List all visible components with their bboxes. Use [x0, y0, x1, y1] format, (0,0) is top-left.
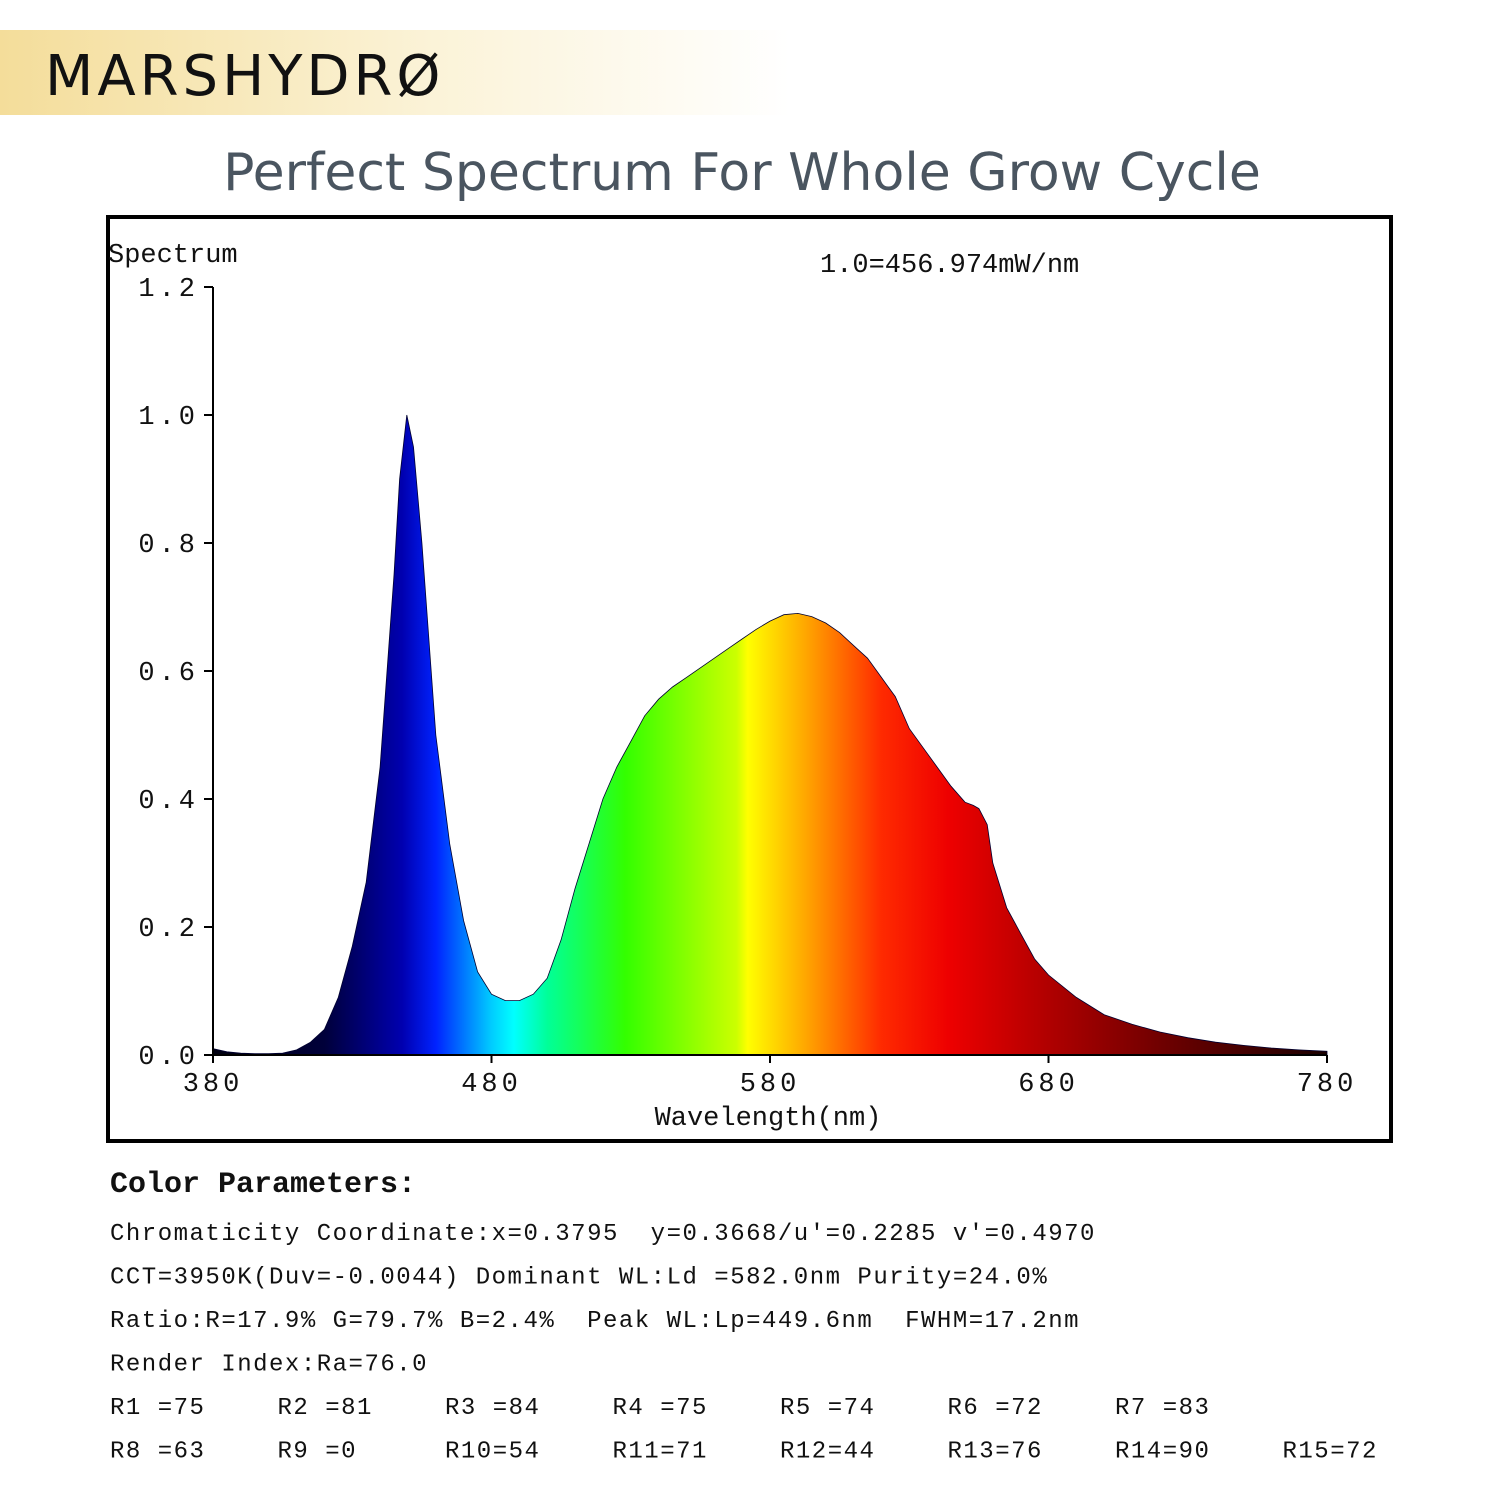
x-tick-label: 780	[1297, 1070, 1358, 1100]
chart-frame	[106, 215, 1393, 1143]
render-index-value: R3 =84	[445, 1395, 540, 1422]
render-index-value: R9 =0	[278, 1439, 358, 1466]
render-index-value: R15=72	[1283, 1439, 1378, 1466]
y-tick-label: 0.0	[138, 1043, 199, 1073]
y-tick-label: 0.2	[138, 915, 199, 945]
parameter-line: Ratio:R=17.9% G=79.7% B=2.4% Peak WL:Lp=…	[110, 1308, 1080, 1335]
render-index-value: R11=71	[613, 1439, 708, 1466]
y-tick-label: 0.6	[138, 659, 199, 689]
x-axis-label: Wavelength(nm)	[655, 1104, 882, 1134]
parameter-line: CCT=3950K(Duv=-0.0044) Dominant WL:Ld =5…	[110, 1265, 1048, 1292]
parameters-heading: Color Parameters:	[110, 1168, 416, 1202]
x-tick-label: 680	[1018, 1070, 1079, 1100]
render-index-value: R1 =75	[110, 1395, 205, 1422]
parameter-line: Chromaticity Coordinate:x=0.3795 y=0.366…	[110, 1221, 1096, 1248]
y-tick-label: 1.0	[138, 403, 199, 433]
x-tick-label: 380	[183, 1070, 244, 1100]
spectrum-area	[212, 414, 1328, 1056]
parameters: Color Parameters: Chromaticity Coordinat…	[110, 1168, 1378, 1466]
render-index-value: R10=54	[445, 1439, 540, 1466]
y-tick-label: 0.8	[138, 531, 199, 561]
render-index-value: R4 =75	[613, 1395, 708, 1422]
brand-logo: MARSHYDRØ	[45, 44, 445, 109]
annotation: 1.0=456.974mW/nm	[820, 251, 1079, 281]
render-index-value: R2 =81	[278, 1395, 373, 1422]
render-index-value: R5 =74	[780, 1395, 875, 1422]
y-tick-label: 0.4	[138, 787, 199, 817]
render-index-value: R14=90	[1115, 1439, 1210, 1466]
render-index-value: R12=44	[780, 1439, 875, 1466]
render-index-value: R7 =83	[1115, 1395, 1210, 1422]
chart: Spectrum 1.0=456.974mW/nm Wavelength(nm)…	[108, 241, 1358, 1134]
headline: Perfect Spectrum For Whole Grow Cycle	[223, 143, 1261, 203]
x-tick-label: 580	[740, 1070, 801, 1100]
render-index-value: R13=76	[948, 1439, 1043, 1466]
render-index-value: R8 =63	[110, 1439, 205, 1466]
parameter-line: Render Index:Ra=76.0	[110, 1352, 428, 1379]
render-index-value: R6 =72	[948, 1395, 1043, 1422]
y-tick-label: 1.2	[138, 275, 199, 305]
brand-band	[0, 30, 790, 115]
y-axis-label: Spectrum	[108, 241, 238, 271]
x-tick-label: 480	[461, 1070, 522, 1100]
